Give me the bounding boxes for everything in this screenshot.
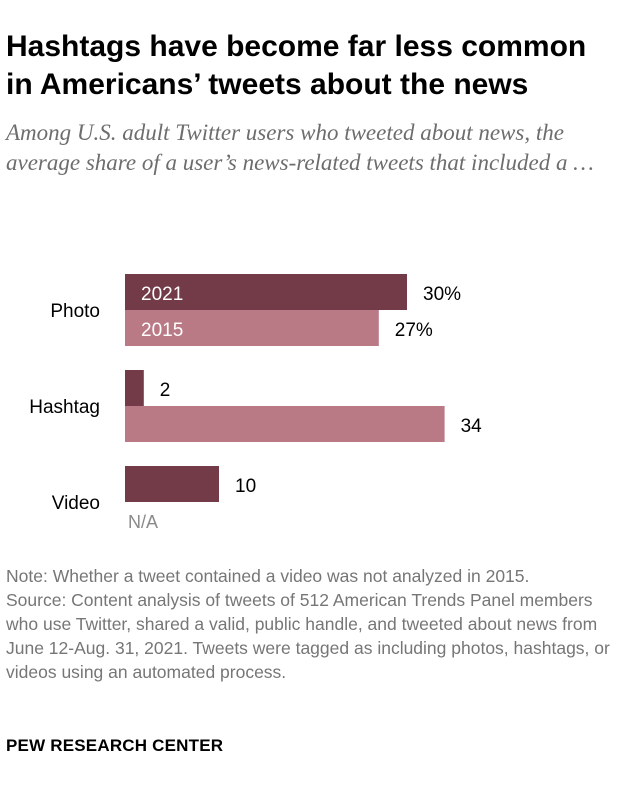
value-label-video-2015-missing: N/A	[128, 512, 158, 532]
category-label-photo: Photo	[50, 301, 100, 322]
bar-video-2021	[125, 466, 219, 502]
chart-footnote: Note: Whether a tweet contained a video …	[6, 564, 616, 684]
source-text: Source: Content analysis of tweets of 51…	[6, 590, 610, 682]
bar-photo-2021	[125, 274, 407, 310]
value-label-photo-2021: 30%	[423, 284, 461, 305]
series-label-2021: 2021	[141, 284, 183, 305]
brand-logo-text: PEW RESEARCH CENTER	[6, 736, 224, 755]
value-label-hashtag-2021: 2	[160, 380, 171, 401]
category-label-video: Video	[52, 493, 100, 514]
bar-hashtag-2015	[125, 406, 445, 442]
value-label-hashtag-2015: 34	[461, 416, 483, 437]
note-text: Note: Whether a tweet contained a video …	[6, 566, 530, 586]
chart-title: Hashtags have become far less common in …	[6, 30, 587, 101]
bar-hashtag-2021	[125, 370, 144, 406]
value-label-photo-2015: 27%	[395, 320, 433, 341]
bar-chart: Photo 30% 2021 27% 2015 Hashtag 2 34 Video 10 N/A	[29, 274, 483, 532]
bar-photo-2015	[125, 310, 379, 346]
chart-subtitle: Among U.S. adult Twitter users who tweet…	[6, 120, 594, 175]
value-label-video-2021: 10	[235, 476, 256, 497]
series-label-2015: 2015	[141, 320, 183, 341]
category-label-hashtag: Hashtag	[29, 397, 100, 418]
